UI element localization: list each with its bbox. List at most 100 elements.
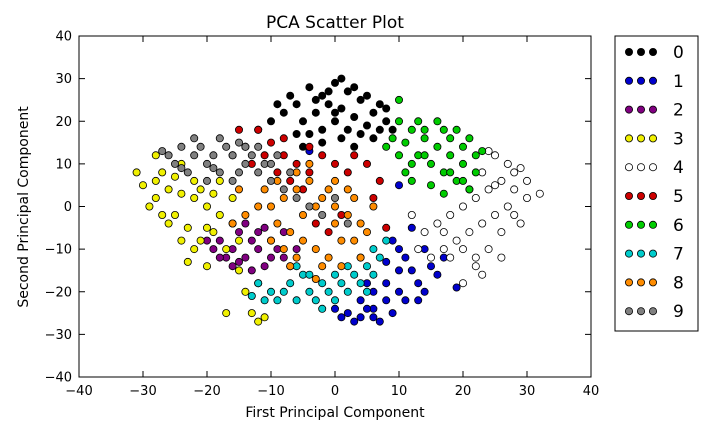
legend-marker <box>637 163 646 172</box>
point-series-3 <box>183 257 192 266</box>
point-series-7 <box>324 287 333 296</box>
point-series-3 <box>202 262 211 271</box>
point-series-0 <box>382 104 391 113</box>
point-series-1 <box>337 313 346 322</box>
point-series-4 <box>503 202 512 211</box>
point-series-9 <box>241 142 250 151</box>
point-series-0 <box>279 108 288 117</box>
point-series-6 <box>401 138 410 147</box>
point-series-9 <box>228 151 237 160</box>
point-series-9 <box>202 176 211 185</box>
y-tick-label: 0 <box>64 200 72 215</box>
point-series-0 <box>318 91 327 100</box>
point-series-7 <box>375 253 384 262</box>
point-series-8 <box>292 185 301 194</box>
point-series-5 <box>286 176 295 185</box>
point-series-4 <box>478 270 487 279</box>
point-series-9 <box>330 193 339 202</box>
point-series-3 <box>158 168 167 177</box>
point-series-4 <box>510 210 519 219</box>
point-series-1 <box>433 270 442 279</box>
point-series-1 <box>394 181 403 190</box>
point-series-1 <box>382 296 391 305</box>
point-series-8 <box>286 262 295 271</box>
point-series-0 <box>330 108 339 117</box>
point-series-4 <box>535 189 544 198</box>
point-series-7 <box>254 279 263 288</box>
point-series-1 <box>356 313 365 322</box>
point-series-7 <box>260 296 269 305</box>
point-series-0 <box>337 134 346 143</box>
point-series-9 <box>228 176 237 185</box>
point-series-7 <box>337 279 346 288</box>
y-tick-label: 10 <box>55 157 72 172</box>
point-series-9 <box>305 202 314 211</box>
point-series-7 <box>266 287 275 296</box>
point-series-6 <box>382 142 391 151</box>
point-series-3 <box>234 266 243 275</box>
point-series-8 <box>324 185 333 194</box>
point-series-6 <box>446 151 455 160</box>
point-series-5 <box>343 168 352 177</box>
point-series-9 <box>279 185 288 194</box>
legend-marker <box>625 48 634 57</box>
point-series-3 <box>209 189 218 198</box>
point-series-0 <box>318 138 327 147</box>
point-series-4 <box>439 228 448 237</box>
point-series-1 <box>382 279 391 288</box>
point-series-3 <box>202 202 211 211</box>
legend-marker <box>625 220 634 229</box>
point-series-5 <box>382 223 391 232</box>
point-series-2 <box>241 253 250 262</box>
point-series-1 <box>343 309 352 318</box>
point-series-7 <box>311 296 320 305</box>
x-tick-label: 20 <box>455 384 472 399</box>
legend-marker <box>637 278 646 287</box>
point-series-6 <box>433 142 442 151</box>
point-series-9 <box>254 168 263 177</box>
point-series-6 <box>420 134 429 143</box>
point-series-5 <box>260 151 269 160</box>
point-series-8 <box>298 210 307 219</box>
legend-item-8: 8 <box>625 273 684 293</box>
point-series-0 <box>356 129 365 138</box>
point-series-2 <box>228 262 237 271</box>
point-series-0 <box>356 95 365 104</box>
point-series-8 <box>311 274 320 283</box>
point-series-2 <box>247 236 256 245</box>
y-tick-label: −20 <box>45 285 72 300</box>
point-series-9 <box>190 134 199 143</box>
point-series-5 <box>362 159 371 168</box>
point-series-9 <box>164 151 173 160</box>
point-series-8 <box>350 236 359 245</box>
point-series-7 <box>318 304 327 313</box>
point-series-8 <box>330 202 339 211</box>
point-series-6 <box>458 159 467 168</box>
point-series-7 <box>343 287 352 296</box>
point-series-4 <box>510 185 519 194</box>
point-series-9 <box>292 193 301 202</box>
point-series-4 <box>426 253 435 262</box>
point-series-2 <box>279 253 288 262</box>
point-series-0 <box>266 117 275 126</box>
point-series-3 <box>190 176 199 185</box>
x-tick-label: 40 <box>583 384 600 399</box>
point-series-0 <box>330 117 339 126</box>
point-series-5 <box>375 176 384 185</box>
point-series-0 <box>311 95 320 104</box>
point-series-6 <box>394 95 403 104</box>
legend-item-5: 5 <box>625 187 684 207</box>
chart-title: PCA Scatter Plot <box>266 13 404 33</box>
point-series-1 <box>401 253 410 262</box>
point-series-3 <box>215 176 224 185</box>
point-series-3 <box>183 223 192 232</box>
point-series-7 <box>279 287 288 296</box>
point-series-0 <box>273 100 282 109</box>
point-series-4 <box>458 279 467 288</box>
point-series-6 <box>388 134 397 143</box>
legend-label: 5 <box>673 187 684 207</box>
point-series-1 <box>382 257 391 266</box>
point-series-0 <box>350 83 359 92</box>
point-series-8 <box>330 176 339 185</box>
